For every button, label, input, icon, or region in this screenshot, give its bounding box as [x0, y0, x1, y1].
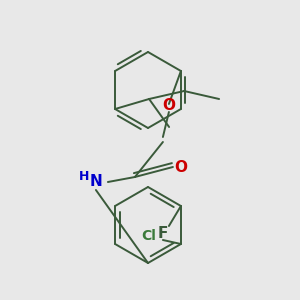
Text: O: O [162, 98, 176, 113]
Text: H: H [79, 169, 89, 182]
Text: F: F [158, 226, 168, 242]
Text: N: N [89, 175, 102, 190]
Text: Cl: Cl [142, 229, 156, 243]
Text: O: O [174, 160, 188, 175]
